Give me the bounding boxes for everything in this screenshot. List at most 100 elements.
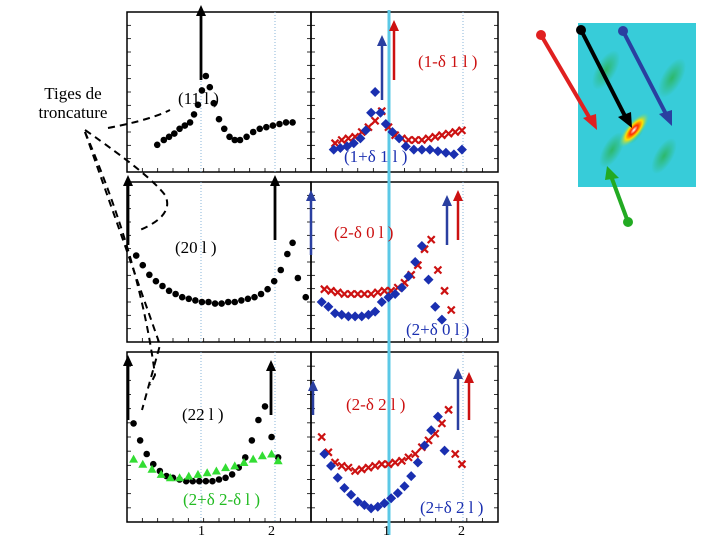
x-tick-left-2: 2 bbox=[268, 524, 275, 539]
marker-middle-left-s0-7 bbox=[178, 293, 186, 301]
rod-arrow-20l-left bbox=[123, 175, 133, 245]
marker-top-right-s0-12 bbox=[410, 135, 420, 145]
label-1+d-1l: (1+δ 1 l ) bbox=[344, 147, 407, 166]
marker-bottom-right-s0-10 bbox=[384, 459, 393, 469]
marker-middle-left-s0-5 bbox=[165, 287, 173, 295]
marker-bottom-right-s1-13 bbox=[406, 471, 417, 482]
marker-middle-right-s0-2 bbox=[333, 288, 342, 297]
marker-bottom-left-s0-11 bbox=[202, 477, 210, 485]
marker-middle-right-s0-1 bbox=[326, 286, 336, 296]
marker-top-left-s0-10 bbox=[202, 72, 210, 80]
side-label: Tiges de troncature bbox=[18, 84, 128, 122]
marker-top-left-s0-8 bbox=[194, 101, 202, 109]
marker-bottom-left-s1-15 bbox=[267, 449, 277, 458]
marker-middle-left-s0-0 bbox=[132, 252, 140, 259]
marker-bottom-right-s0-5 bbox=[350, 466, 360, 476]
marker-middle-left-s0-11 bbox=[205, 298, 212, 306]
rod-arrow-top-red bbox=[389, 20, 399, 80]
marker-top-left-s0-17 bbox=[236, 136, 244, 144]
panel-frame-middle-right bbox=[310, 181, 499, 343]
marker-bottom-right-s0-6 bbox=[357, 465, 367, 474]
marker-middle-right-s1-13 bbox=[403, 271, 414, 282]
marker-top-right-s1-1 bbox=[335, 143, 346, 153]
marker-top-right-s1-13 bbox=[408, 144, 419, 155]
marker-bottom-left-s1-11 bbox=[230, 461, 240, 470]
marker-bottom-left-s0-2 bbox=[143, 450, 151, 458]
marker-top-left-s0-13 bbox=[215, 115, 223, 123]
marker-bottom-right-s0-14 bbox=[410, 449, 420, 459]
marker-middle-left-s0-9 bbox=[192, 297, 199, 304]
marker-middle-right-s1-11 bbox=[390, 289, 401, 299]
marker-top-left-s0-3 bbox=[171, 130, 178, 137]
marker-middle-right-s1-8 bbox=[370, 306, 381, 317]
marker-middle-left-s0-8 bbox=[185, 295, 193, 303]
label-20l: (20 l ) bbox=[175, 238, 217, 257]
marker-top-left-s0-15 bbox=[226, 133, 233, 141]
marker-bottom-left-s1-14 bbox=[257, 451, 267, 460]
x-tick-right-2: 2 bbox=[458, 524, 465, 539]
marker-bottom-right-s1-18 bbox=[439, 445, 450, 456]
rod-arrow-bot-blue-left bbox=[308, 380, 318, 415]
marker-bottom-right-s1-1 bbox=[326, 460, 337, 471]
rod-arrow-22l-right bbox=[266, 360, 276, 415]
marker-middle-right-s0-3 bbox=[340, 289, 349, 299]
marker-bottom-left-s0-14 bbox=[222, 474, 229, 482]
marker-top-right-s1-0 bbox=[328, 144, 339, 155]
marker-bottom-left-s1-8 bbox=[202, 468, 212, 477]
marker-bottom-left-s1-13 bbox=[248, 454, 258, 463]
marker-top-right-s0-19 bbox=[457, 126, 467, 135]
marker-bottom-left-s0-1 bbox=[136, 437, 144, 444]
marker-bottom-left-s0-15 bbox=[228, 471, 236, 478]
panel-frame-middle-left bbox=[126, 181, 312, 343]
marker-bottom-right-s1-3 bbox=[339, 483, 350, 493]
rod-arrow-20l-right bbox=[270, 175, 280, 240]
label-2-d-0l: (2-δ 0 l ) bbox=[334, 223, 393, 242]
marker-middle-right-s1-2 bbox=[330, 308, 341, 319]
marker-bottom-left-s0-18 bbox=[248, 437, 256, 444]
marker-middle-left-s0-10 bbox=[198, 298, 206, 306]
marker-top-right-s1-16 bbox=[432, 146, 443, 157]
marker-top-right-s0-18 bbox=[450, 127, 460, 137]
marker-middle-left-s0-12 bbox=[211, 300, 219, 307]
marker-bottom-right-s1-16 bbox=[426, 425, 437, 436]
connector-lines bbox=[84, 109, 171, 411]
marker-top-right-s0-16 bbox=[437, 130, 447, 140]
marker-bottom-right-s1-8 bbox=[372, 501, 383, 512]
rod-arrow-mid-blue-left bbox=[306, 190, 316, 255]
marker-bottom-left-s0-17 bbox=[241, 454, 249, 461]
marker-bottom-right-s0-9 bbox=[377, 459, 387, 469]
marker-middle-right-s1-14 bbox=[410, 257, 421, 267]
marker-top-right-s0-15 bbox=[430, 132, 440, 142]
inset-heatmap bbox=[536, 23, 696, 227]
marker-middle-right-s1-4 bbox=[343, 311, 354, 322]
marker-middle-right-s0-4 bbox=[346, 289, 356, 299]
marker-middle-right-s1-3 bbox=[336, 309, 347, 320]
marker-top-right-s1-8 bbox=[375, 107, 386, 118]
marker-bottom-right-s0-0 bbox=[317, 432, 326, 442]
rod-arrow-22l-left bbox=[123, 355, 133, 420]
marker-top-left-s0-25 bbox=[289, 119, 296, 126]
marker-middle-right-s0-7 bbox=[366, 289, 376, 299]
rod-arrow-mid-red bbox=[453, 190, 463, 240]
marker-bottom-left-s0-3 bbox=[149, 460, 157, 468]
marker-top-right-s1-3 bbox=[348, 138, 359, 149]
marker-middle-left-s0-21 bbox=[270, 277, 278, 285]
marker-top-right-s1-18 bbox=[448, 149, 459, 160]
marker-middle-right-s0-18 bbox=[440, 286, 449, 296]
marker-middle-left-s0-20 bbox=[264, 285, 271, 293]
rod-arrow-top-blue bbox=[377, 35, 387, 100]
marker-middle-right-s1-0 bbox=[316, 297, 327, 307]
marker-top-left-s0-19 bbox=[249, 128, 257, 136]
marker-bottom-left-s0-0 bbox=[130, 420, 137, 427]
marker-middle-left-s0-3 bbox=[152, 277, 160, 285]
marker-top-right-s0-6 bbox=[370, 116, 380, 126]
marker-top-right-s0-1 bbox=[337, 135, 346, 145]
marker-top-left-s0-0 bbox=[153, 141, 161, 149]
marker-bottom-right-s1-12 bbox=[399, 481, 410, 492]
marker-top-left-s0-20 bbox=[256, 125, 264, 133]
marker-bottom-right-s0-3 bbox=[337, 461, 346, 471]
marker-middle-left-s0-13 bbox=[218, 300, 225, 307]
marker-top-right-s0-2 bbox=[344, 134, 353, 143]
marker-bottom-right-s1-5 bbox=[352, 496, 363, 507]
